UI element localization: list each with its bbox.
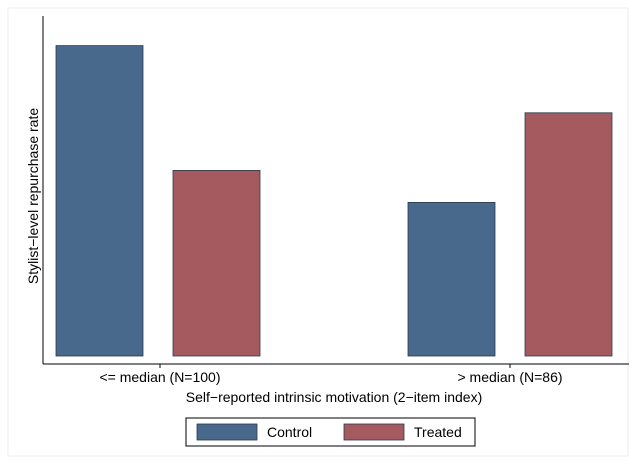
legend-label-control: Control <box>267 424 312 440</box>
legend-swatch-control <box>196 423 258 441</box>
legend-label-treated: Treated <box>414 424 462 440</box>
x-tick-label-2: > median (N=86) <box>457 369 562 385</box>
legend-swatch-treated <box>343 423 405 441</box>
bar-control-2 <box>407 201 496 357</box>
bar-treated-2 <box>524 112 613 357</box>
bar-treated-1 <box>172 169 261 357</box>
plot-area: <= median (N=100) > median (N=86) <box>42 16 629 385</box>
legend: Control Treated <box>185 417 476 447</box>
bar-control-1 <box>55 45 144 357</box>
x-axis-label: Self−reported intrinsic motivation (2−it… <box>186 389 482 405</box>
y-axis-label: Stylist−level repurchase rate <box>25 108 41 284</box>
x-tick-label-1: <= median (N=100) <box>99 369 220 385</box>
